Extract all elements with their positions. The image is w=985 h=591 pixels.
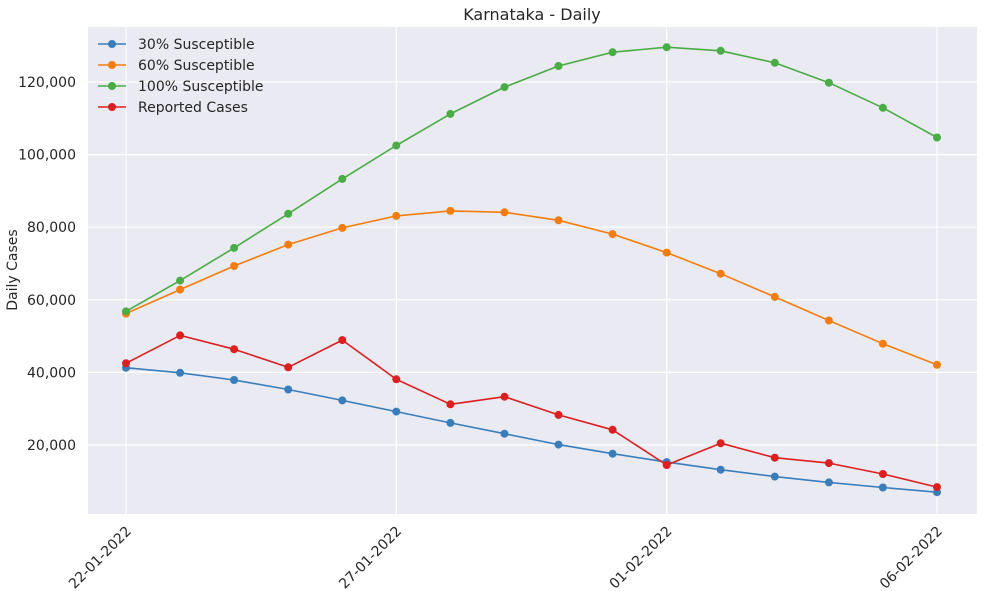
data-point	[554, 62, 563, 70]
data-point	[554, 410, 563, 419]
series-line	[125, 366, 938, 493]
data-point	[446, 400, 455, 409]
data-point	[392, 375, 401, 384]
data-point	[176, 331, 185, 340]
data-point	[878, 470, 887, 478]
data-point	[176, 285, 185, 294]
data-point	[716, 46, 725, 55]
data-point	[122, 359, 130, 368]
data-point	[933, 483, 941, 492]
data-point	[500, 83, 509, 92]
series-line	[125, 46, 938, 313]
data-point	[284, 240, 293, 249]
data-point	[338, 396, 347, 405]
data-point	[284, 385, 293, 394]
y-tick-label: 120,000	[18, 75, 76, 91]
data-point	[770, 292, 779, 301]
legend-swatch-marker	[108, 40, 116, 48]
y-axis: 20,000 40,000 60,000 80,000 100,000 120,000	[18, 75, 76, 454]
data-point	[392, 211, 401, 220]
data-point	[446, 206, 455, 215]
data-point	[230, 376, 239, 384]
y-tick-label: 100,000	[18, 148, 76, 164]
series-1	[122, 363, 941, 497]
data-point	[122, 307, 130, 316]
data-point	[878, 483, 887, 492]
data-point	[500, 392, 509, 401]
data-point	[176, 276, 185, 285]
data-point	[554, 216, 563, 225]
data-point	[230, 243, 239, 252]
data-point	[770, 58, 779, 67]
data-point	[716, 439, 725, 448]
series-3	[122, 43, 941, 316]
data-point	[716, 269, 725, 278]
x-tick-label: 27-01-2022	[336, 524, 405, 591]
legend-item: 100% Susceptible	[98, 79, 264, 95]
y-tick-label: 80,000	[27, 220, 76, 236]
data-point	[824, 316, 833, 325]
chart-title: Karnataka - Daily	[463, 5, 601, 24]
x-tick-label: 01-02-2022	[607, 524, 676, 591]
data-point	[230, 345, 239, 354]
series-layer	[122, 43, 941, 497]
series-2	[122, 206, 941, 369]
series-line	[125, 210, 938, 366]
x-tick-label: 22-01-2022	[66, 524, 135, 591]
y-tick-label: 40,000	[27, 365, 76, 381]
plot-area	[88, 27, 977, 514]
data-point	[608, 425, 617, 434]
data-point	[878, 103, 887, 112]
legend-swatch-marker	[108, 82, 116, 90]
legend-item: 30% Susceptible	[98, 37, 255, 53]
data-point	[662, 461, 671, 469]
legend-label: 60% Susceptible	[138, 58, 255, 74]
data-point	[770, 472, 779, 481]
data-point	[824, 78, 833, 87]
legend-label: Reported Cases	[138, 100, 248, 116]
series-4	[122, 331, 941, 492]
x-axis: 22-01-2022 27-01-2022 01-02-2022 06-02-2022	[66, 524, 946, 591]
data-point	[662, 43, 671, 52]
data-point	[933, 133, 941, 142]
y-tick-label: 20,000	[27, 438, 76, 454]
data-point	[446, 418, 455, 427]
legend-label: 30% Susceptible	[138, 37, 255, 53]
data-point	[824, 478, 833, 487]
data-point	[284, 363, 293, 372]
data-point	[662, 248, 671, 257]
data-point	[176, 368, 185, 377]
data-point	[554, 440, 563, 449]
legend: 30% Susceptible 60% Susceptible 100% Susce…	[98, 37, 264, 116]
data-point	[716, 465, 725, 474]
data-point	[608, 230, 617, 239]
data-point	[824, 459, 833, 468]
data-point	[338, 223, 347, 232]
y-tick-label: 60,000	[27, 293, 76, 309]
data-point	[338, 174, 347, 183]
data-point	[446, 109, 455, 118]
data-point	[770, 453, 779, 462]
data-point	[500, 208, 509, 217]
legend-item: 60% Susceptible	[98, 58, 255, 74]
x-tick-label: 06-02-2022	[877, 524, 946, 591]
legend-swatch-marker	[108, 61, 116, 69]
data-point	[338, 336, 347, 345]
data-point	[284, 209, 293, 218]
data-point	[500, 429, 509, 438]
series-line	[125, 334, 938, 488]
data-point	[230, 262, 239, 270]
data-point	[878, 339, 887, 348]
data-point	[933, 360, 941, 369]
y-axis-label: Daily Cases	[5, 229, 21, 310]
data-point	[608, 449, 617, 458]
legend-label: 100% Susceptible	[138, 79, 264, 95]
data-point	[392, 141, 401, 150]
data-point	[608, 48, 617, 57]
legend-item: Reported Cases	[98, 100, 248, 116]
data-point	[392, 407, 401, 416]
grid	[88, 27, 977, 514]
legend-swatch-marker	[108, 103, 116, 111]
